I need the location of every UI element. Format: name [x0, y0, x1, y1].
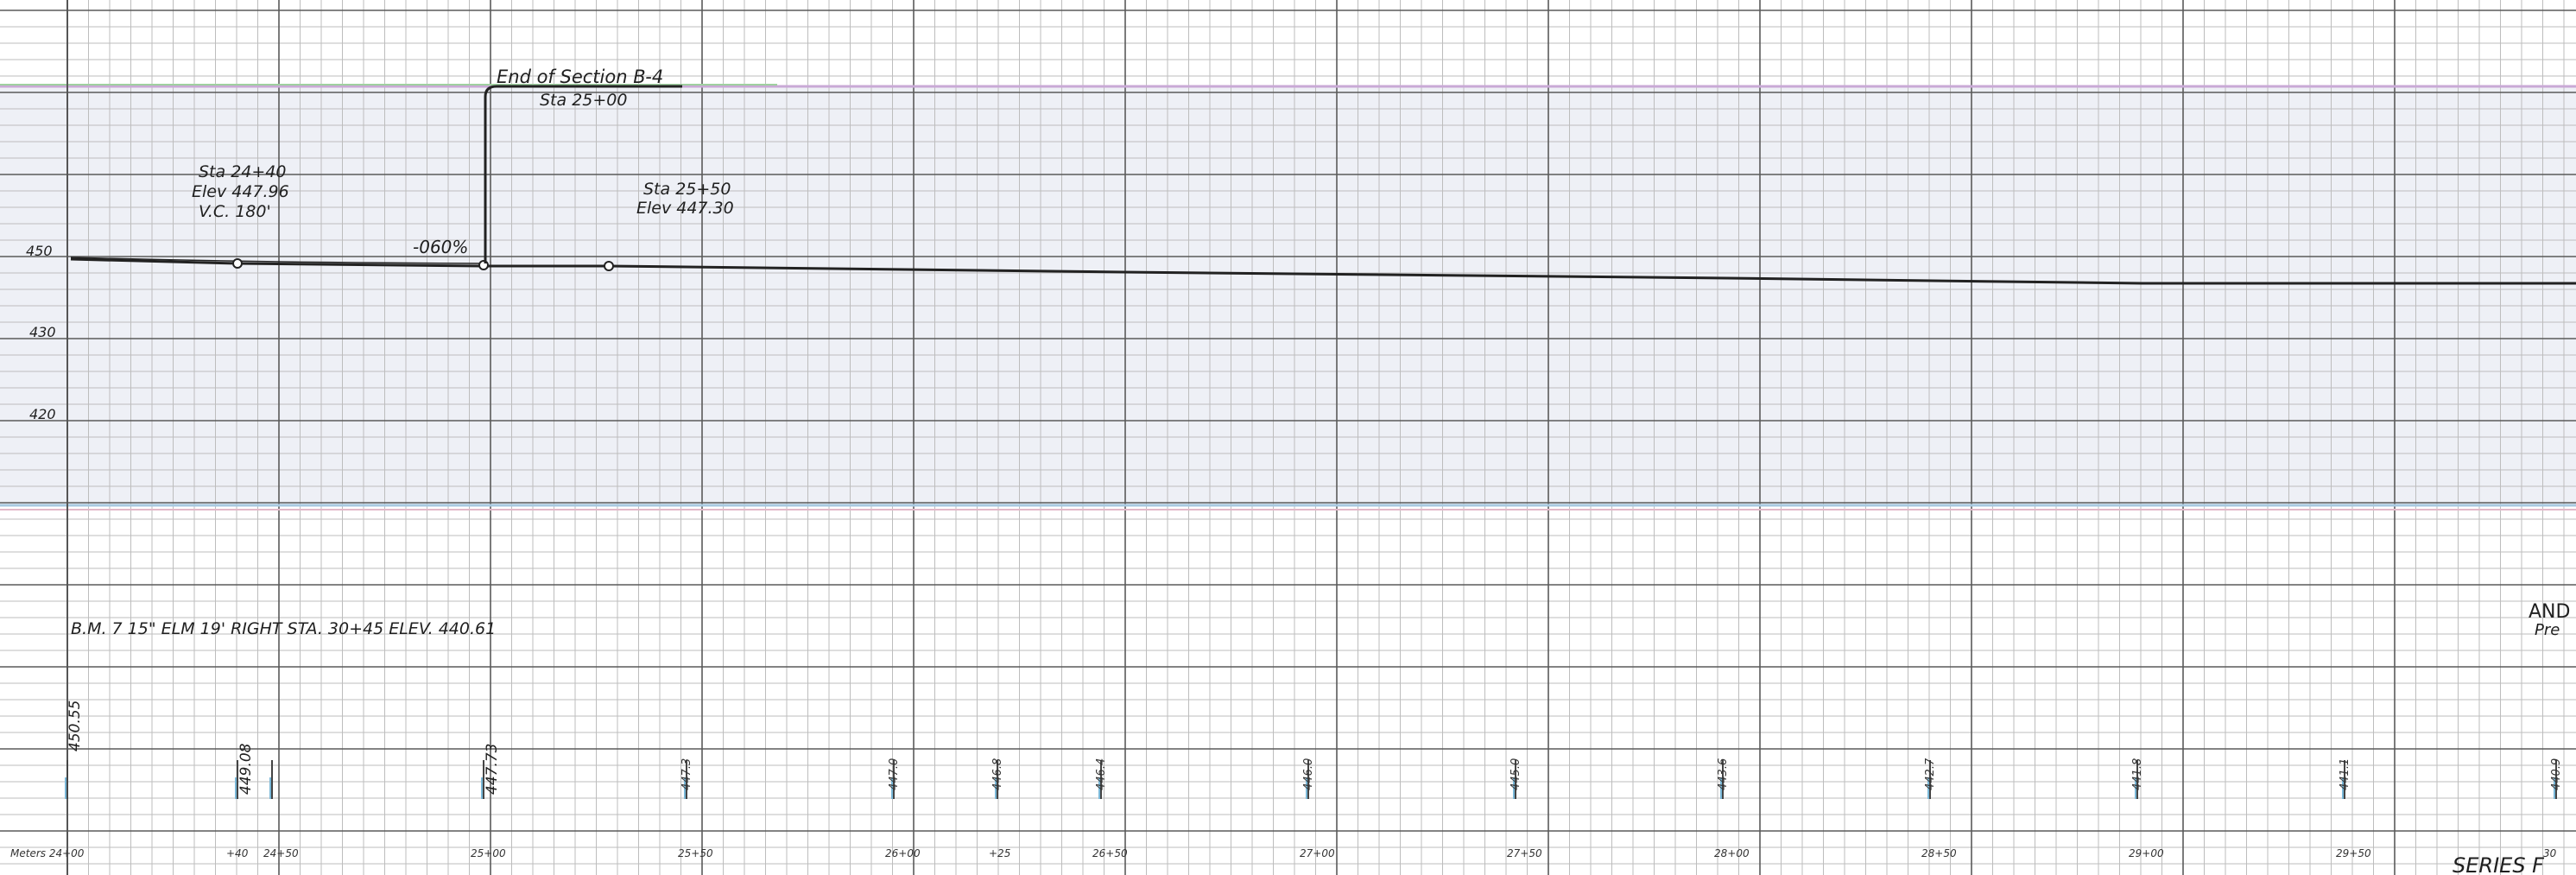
pvc-marker: [232, 258, 243, 269]
station-label: 26+50: [1092, 847, 1128, 859]
station-label: 29+50: [2336, 847, 2371, 859]
benchmark-note: B.M. 7 15" ELM 19' RIGHT STA. 30+45 ELEV…: [71, 619, 496, 638]
grade-label: -060%: [413, 237, 468, 257]
end-of-section-label: End of Section B-4: [497, 67, 663, 87]
ptc-elevation-label: Elev 447.30: [636, 199, 734, 218]
profile-elevation-pvi: 447.73: [484, 744, 501, 795]
ground-reading: 446.8: [991, 758, 1004, 790]
ptc-station-label: Sta 25+50: [643, 180, 731, 199]
profile-elevation-pvc: 449.08: [237, 743, 255, 795]
station-label: 28+50: [1921, 847, 1957, 859]
series-fragment-text: SERIES F: [2453, 853, 2545, 875]
elevation-label-430: 430: [29, 324, 56, 340]
shaded-band: [0, 86, 2576, 505]
ground-reading: 447.3: [680, 758, 693, 790]
ground-reading: 446.4: [1095, 758, 1108, 790]
ground-reading: 440.9: [2550, 758, 2563, 790]
station-label: 28+00: [1714, 847, 1750, 859]
profile-elevation-start: 450.55: [66, 701, 84, 751]
ground-reading: 442.7: [1924, 758, 1937, 790]
station-ticks: [65, 760, 2557, 799]
station-label: 26+00: [885, 847, 921, 859]
pvt-marker: [604, 261, 614, 271]
station-labels: Meters 24+00 +40 24+50 25+00 25+50 26+00 +25 26…: [10, 847, 2557, 859]
station-label: 29+00: [2129, 847, 2164, 859]
section-end-leader: [484, 85, 682, 263]
pvi-elevation-label: Elev 447.96: [192, 182, 289, 201]
ground-reading: 447.0: [888, 758, 901, 790]
ground-reading: 445.0: [1510, 758, 1522, 790]
station-label: Meters 24+00: [10, 847, 85, 859]
station-label: 24+50: [263, 847, 299, 859]
ground-reading: 441.8: [2131, 758, 2144, 790]
elevation-label-420: 420: [29, 406, 56, 422]
ground-reading: 441.1: [2339, 758, 2351, 790]
station-label: +25: [989, 847, 1010, 859]
right-margin-text-pre: Pre: [2535, 621, 2560, 639]
station-label: 27+00: [1300, 847, 1335, 859]
ground-reading: 443.6: [1717, 758, 1730, 790]
station-label: 25+50: [678, 847, 713, 859]
station-label: 30: [2543, 847, 2557, 859]
end-station-label: Sta 25+00: [540, 91, 627, 110]
vertical-curve: [70, 257, 484, 264]
ground-readings: 447.3 447.0 446.8 446.4 446.0 445.0 443.6 442.7…: [680, 758, 2563, 790]
grade-line: [70, 257, 2576, 285]
pvi-curve-label: V.C. 180': [199, 202, 271, 221]
pvi-station-label: Sta 24+40: [199, 162, 286, 181]
station-label: 27+50: [1507, 847, 1542, 859]
station-label: +40: [226, 847, 249, 859]
elevation-label-450: 450: [26, 243, 53, 259]
station-label: 25+00: [471, 847, 506, 859]
right-margin-text-and: AND: [2529, 601, 2570, 623]
ground-reading: 446.0: [1302, 758, 1315, 790]
